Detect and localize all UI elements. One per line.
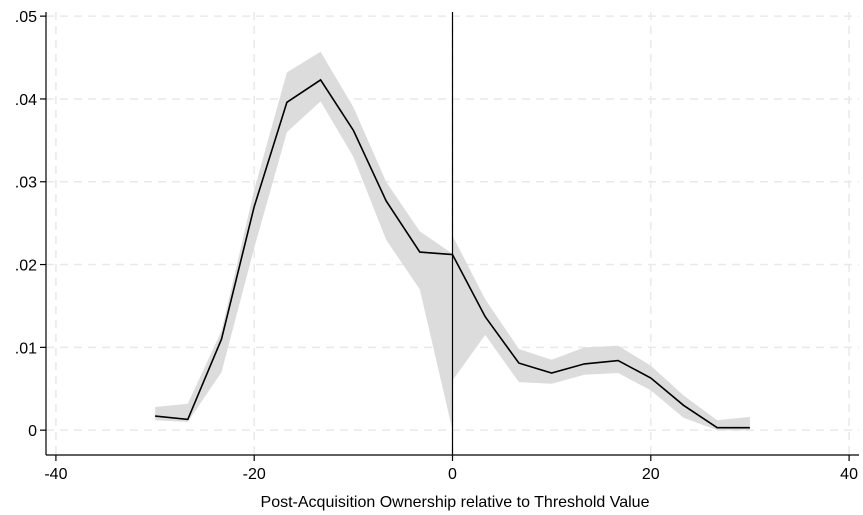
series-line-segment-1: [155, 78, 453, 421]
y-tick-label: .03: [15, 175, 37, 192]
x-tick-label: -40: [44, 466, 67, 483]
confidence-band-layer: [155, 51, 750, 431]
y-tick-label: .05: [15, 9, 37, 26]
x-tick-label: -20: [243, 466, 266, 483]
series-line-layer: [155, 12, 750, 455]
y-tick-label: 0: [28, 423, 37, 440]
axes: 0 .01 .02 .03 .04 .05 -40 -20 0 20 40: [15, 9, 859, 483]
confidence-band-segment-1: [155, 51, 453, 431]
x-tick-label: 20: [642, 466, 660, 483]
y-tick-label: .02: [15, 258, 37, 275]
y-tick-label: .01: [15, 340, 37, 357]
series-line-segment-2: [451, 254, 750, 429]
confidence-band-segment-2: [452, 235, 750, 431]
y-tick-label: .04: [15, 92, 37, 109]
x-tick-label: 40: [840, 466, 858, 483]
x-tick-label: 0: [448, 466, 457, 483]
x-axis-title: Post-Acquisition Ownership relative to T…: [261, 494, 650, 511]
